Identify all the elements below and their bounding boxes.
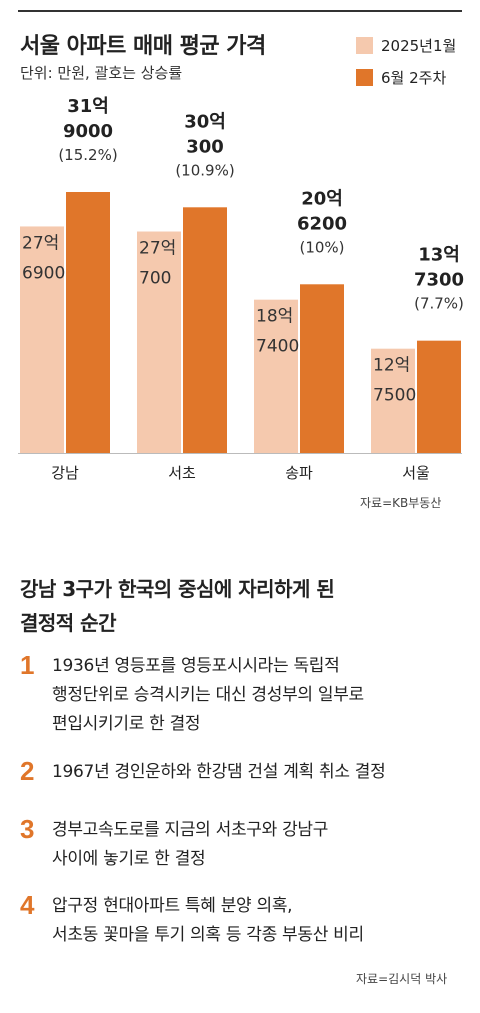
data-label-jan: 7500 <box>373 386 416 406</box>
pct-label: (10%) <box>299 238 344 256</box>
data-label-jan: 27억 <box>139 239 176 259</box>
data-label-jan: 700 <box>139 269 171 289</box>
category-label: 강남 <box>51 464 79 482</box>
section-title-line-1: 강남 3구가 한국의 중심에 자리하게 된 <box>20 577 335 601</box>
item-line: 사이에 놓기로 한 결정 <box>52 849 206 869</box>
item-number: 2 <box>20 756 35 786</box>
item-line: 압구정 현대아파트 특혜 분양 의혹, <box>52 896 293 916</box>
bar-june-4 <box>417 340 461 453</box>
legend-label-june: 6월 2주차 <box>381 68 447 87</box>
pct-label: (7.7%) <box>414 295 464 313</box>
bar-june-2 <box>183 207 227 453</box>
item-line: 서초동 꽃마을 투기 의혹 등 각종 부동산 비리 <box>52 925 364 945</box>
data-label-jan: 7400 <box>256 337 299 357</box>
legend-swatch-jan <box>356 36 373 54</box>
bar-june-3 <box>300 284 344 453</box>
data-label-jan: 27억 <box>22 233 59 253</box>
item-text: 1936년 영등포를 영등포시시라는 독립적 행정단위로 승격시키는 대신 경성… <box>52 652 364 739</box>
category-label: 송파 <box>285 464 313 482</box>
unit-note: 단위: 만원, 괄호는 상승률 <box>20 64 183 82</box>
section-title-line-2: 결정적 순간 <box>20 611 116 635</box>
item-line: 행정단위로 승격시키는 대신 경성부의 일부로 <box>52 685 364 705</box>
item-line: 1967년 경인운하와 한강댐 건설 계획 취소 결정 <box>52 762 386 782</box>
chart-title: 서울 아파트 매매 평균 가격 <box>20 34 266 59</box>
data-label-jan: 6900 <box>22 263 65 283</box>
item-line: 1936년 영등포를 영등포시시라는 독립적 <box>52 656 340 676</box>
pct-label: (15.2%) <box>58 146 117 164</box>
data-label-june: 7300 <box>414 270 464 291</box>
data-label-june: 13억 <box>418 245 460 266</box>
bar-june-1 <box>66 192 110 453</box>
data-label-june: 300 <box>186 136 224 157</box>
data-label-june: 20억 <box>301 188 343 209</box>
data-label-jan: 18억 <box>256 307 293 327</box>
bar-jan-2 <box>137 231 181 453</box>
bar-jan-1 <box>20 226 64 453</box>
item-number: 4 <box>20 890 35 920</box>
item-text: 1967년 경인운하와 한강댐 건설 계획 취소 결정 <box>52 758 386 787</box>
item-line: 경부고속도로를 지금의 서초구와 강남구 <box>52 820 329 840</box>
data-label-jan: 12억 <box>373 356 410 376</box>
bar-jan-4 <box>371 348 415 453</box>
item-line: 편입시키기로 한 결정 <box>52 714 201 734</box>
data-label-june: 31억 <box>67 96 109 117</box>
section-title: 강남 3구가 한국의 중심에 자리하게 된 결정적 순간 <box>20 572 460 640</box>
category-label: 서울 <box>402 464 430 482</box>
pct-label: (10.9%) <box>175 161 234 179</box>
category-label: 서초 <box>168 464 196 482</box>
legend-swatch-june <box>356 68 373 86</box>
data-label-june: 6200 <box>297 213 347 234</box>
text-source: 자료=김시덕 박사 <box>356 972 448 986</box>
item-number: 3 <box>20 814 35 844</box>
data-label-june: 30억 <box>184 111 226 132</box>
legend-label-jan: 2025년1월 <box>381 36 457 55</box>
legend-item-jan: 2025년1월 <box>356 32 456 58</box>
item-number: 1 <box>20 650 35 680</box>
item-text: 경부고속도로를 지금의 서초구와 강남구 사이에 놓기로 한 결정 <box>52 816 328 874</box>
legend-item-june: 6월 2주차 <box>356 64 456 90</box>
chart-source: 자료=KB부동산 <box>360 496 442 510</box>
top-rule <box>18 10 462 12</box>
item-text: 압구정 현대아파트 특혜 분양 의혹, 서초동 꽃마을 투기 의혹 등 각종 부… <box>52 892 364 950</box>
data-label-june: 9000 <box>63 121 113 142</box>
legend: 2025년1월 6월 2주차 <box>356 32 456 96</box>
bar-jan-3 <box>254 299 298 453</box>
